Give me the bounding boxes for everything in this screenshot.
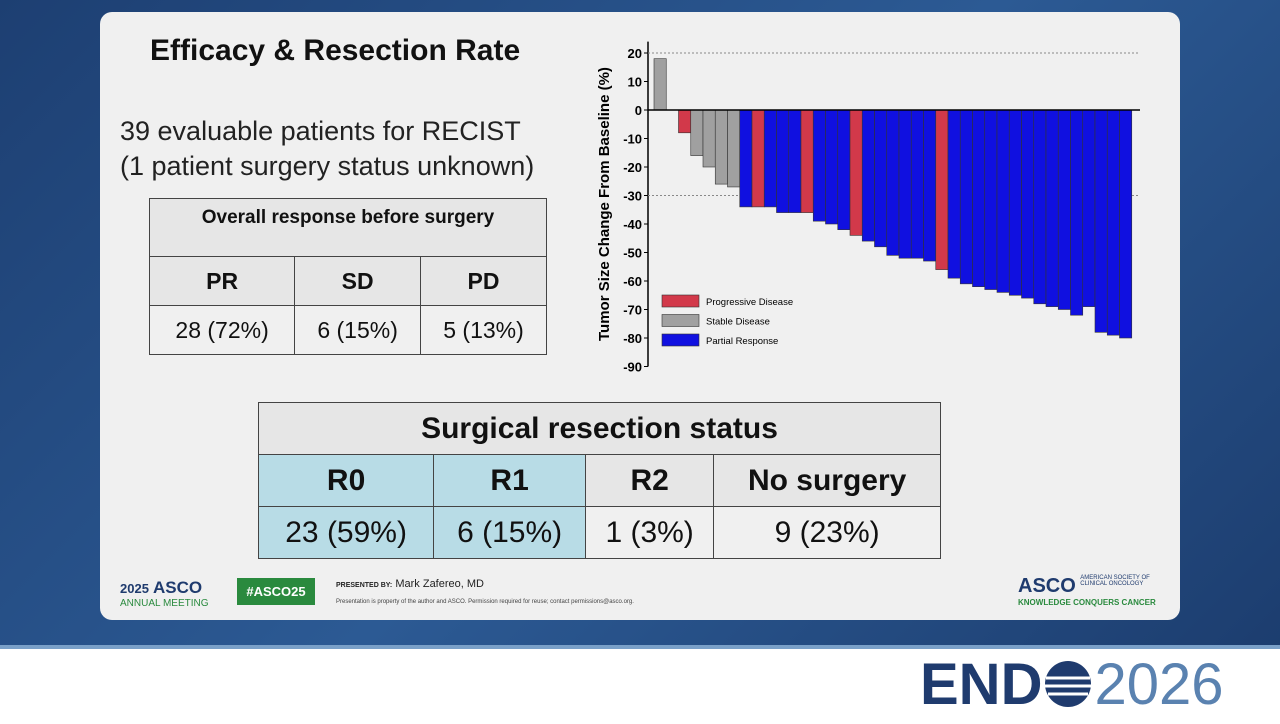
bar — [800, 109, 814, 213]
bar — [678, 109, 692, 134]
table-header: R1 — [433, 454, 586, 507]
table-header: No surgery — [713, 454, 941, 507]
banner-globe — [1045, 661, 1092, 707]
table-cell: 23 (59%) — [257, 506, 435, 559]
banner-logo: END 2026 — [920, 650, 1224, 720]
bar — [959, 109, 973, 285]
y-axis-label: Tumor Size Change From Baseline (%) — [596, 67, 613, 341]
y-tick-label: -40 — [623, 217, 642, 232]
bar — [776, 109, 790, 213]
bar — [1119, 109, 1133, 339]
hashtag: #ASCO25 — [237, 578, 315, 605]
bar — [837, 109, 851, 230]
table-cell: 5 (13%) — [420, 305, 547, 355]
meeting-sub: ANNUAL MEETING — [120, 598, 209, 609]
org-logo: ASCO AMERICAN SOCIETY OF CLINICAL ONCOLO… — [1018, 575, 1156, 607]
bar — [727, 109, 741, 188]
table-header: R0 — [257, 454, 435, 507]
bar — [923, 109, 937, 262]
bar — [702, 109, 716, 168]
y-tick-label: -70 — [623, 303, 642, 318]
bar — [1033, 109, 1047, 305]
y-tick-label: 0 — [635, 103, 642, 118]
bar — [825, 109, 839, 225]
table-caption: Surgical resection status — [258, 402, 941, 455]
legend-swatch — [661, 333, 700, 347]
table-header: R2 — [584, 454, 715, 507]
bar — [751, 109, 765, 208]
bar — [874, 109, 888, 248]
table-header: PR — [148, 256, 296, 306]
bar — [910, 109, 924, 259]
presenter: PRESENTED BY: Mark Zafereo, MD — [336, 578, 484, 590]
y-tick-label: -10 — [623, 132, 642, 147]
intro-line: (1 patient surgery status unknown) — [120, 151, 535, 181]
meeting-logo: 2025 ASCO ANNUAL MEETING — [120, 578, 209, 609]
bar — [861, 109, 875, 242]
legend-label: Stable Disease — [706, 317, 770, 328]
meeting-year: 2025 — [120, 581, 149, 596]
bar — [935, 109, 949, 270]
bar — [1008, 109, 1022, 296]
bar — [763, 109, 777, 208]
y-tick-label: 20 — [628, 46, 642, 61]
intro-line: 39 evaluable patients for RECIST — [120, 116, 521, 146]
presenter-name: Mark Zafereo, MD — [395, 578, 484, 590]
bar — [739, 109, 753, 208]
resection-table: Surgical resection status R0 R1 R2 No surge… — [257, 402, 941, 559]
bar — [1070, 109, 1084, 316]
bar — [812, 109, 826, 222]
bar — [653, 58, 667, 111]
table-cell: 1 (3%) — [584, 506, 715, 559]
bar — [1021, 109, 1035, 299]
bar — [1057, 109, 1071, 310]
waterfall-chart: 20 10 0 -10 -20 -30 -40 -50 -60 -70 -80 -90 Tumor Si… — [596, 41, 1140, 375]
y-tick-label: 10 — [628, 75, 642, 90]
org-tagline: KNOWLEDGE CONQUERS CANCER — [1018, 598, 1156, 607]
bar — [996, 109, 1010, 293]
bar — [690, 109, 704, 156]
table-cell: 6 (15%) — [433, 506, 586, 559]
presented-by: PRESENTED BY: — [336, 582, 393, 589]
y-tick-label: -80 — [623, 331, 642, 346]
slide-title: Efficacy & Resection Rate — [150, 34, 521, 67]
bar — [898, 109, 912, 259]
y-tick-label: -20 — [623, 160, 642, 175]
notice: Presentation is property of the author a… — [336, 599, 634, 605]
y-tick-label: -90 — [623, 360, 642, 375]
table-header: SD — [294, 256, 422, 306]
table-caption: Overall response before surgery — [149, 198, 547, 257]
bar — [1045, 109, 1059, 307]
banner-left: END — [920, 652, 1043, 717]
response-table: Overall response before surgery PR SD PD 2… — [148, 198, 547, 355]
legend-swatch — [661, 314, 700, 327]
legend-label: Partial Response — [706, 336, 778, 347]
bar — [1106, 109, 1120, 336]
bar — [984, 109, 998, 290]
org-full: AMERICAN SOCIETY OF CLINICAL ONCOLOGY — [1080, 575, 1150, 587]
table-header: PD — [420, 256, 547, 306]
bar — [947, 109, 961, 279]
org: ASCO — [1018, 575, 1076, 597]
bar — [1094, 109, 1108, 333]
legend-swatch — [661, 294, 700, 308]
table-cell: 9 (23%) — [713, 506, 941, 559]
y-tick-label: -50 — [623, 246, 642, 261]
table-cell: 28 (72%) — [148, 305, 296, 355]
bar — [886, 109, 900, 256]
bar — [714, 109, 728, 185]
meeting-name: ASCO — [153, 578, 203, 597]
bar — [788, 109, 802, 213]
banner-right: 2026 — [1094, 652, 1224, 717]
bar — [972, 109, 986, 287]
legend-label: Progressive Disease — [706, 297, 793, 308]
y-tick-label: -60 — [623, 274, 642, 289]
bar — [849, 109, 863, 236]
intro-text: 39 evaluable patients for RECIST (1 pati… — [120, 114, 534, 184]
y-tick-label: -30 — [623, 189, 642, 204]
table-cell: 6 (15%) — [294, 305, 422, 355]
bar — [1082, 109, 1096, 307]
